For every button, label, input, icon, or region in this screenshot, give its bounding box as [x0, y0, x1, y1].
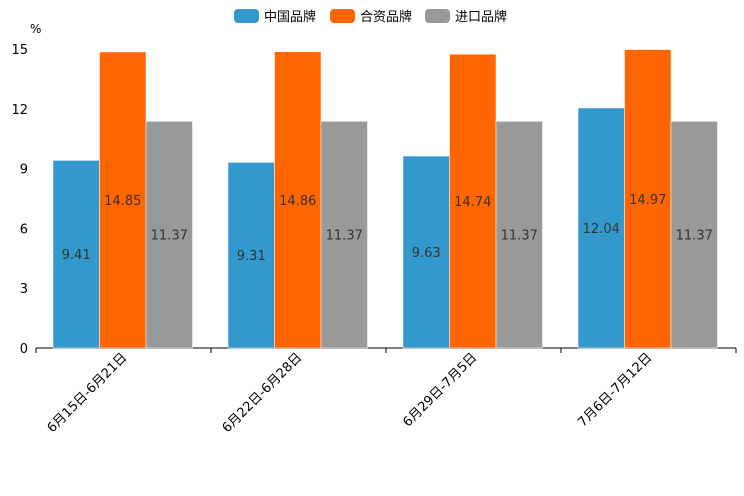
- legend-label-3: 进口品牌: [455, 9, 507, 25]
- data-label-1-4: 12.04: [583, 222, 620, 237]
- y-tick-label-3: 3: [20, 282, 28, 297]
- x-tick-label-1: 6月15日-6月21日: [45, 350, 131, 436]
- bar-1-4: [577, 107, 625, 349]
- data-label-3-2: 11.37: [326, 229, 363, 244]
- y-tick-label-12: 12: [11, 103, 28, 118]
- legend: 中国品牌 合资品牌 进口品牌: [234, 9, 507, 25]
- bar-2-1: [99, 51, 147, 349]
- legend-swatch-2: [330, 9, 355, 23]
- y-tick-label-6: 6: [20, 222, 28, 237]
- x-tick-label-2: 6月22日-6月28日: [220, 350, 306, 436]
- legend-swatch-3: [425, 9, 450, 23]
- legend-label-2: 合资品牌: [360, 9, 412, 25]
- x-tick-label-4: 7月6日-7月12日: [575, 350, 655, 430]
- bar-3-4: [670, 121, 718, 349]
- legend-swatch-1: [234, 9, 259, 23]
- data-label-2-3: 14.74: [454, 195, 491, 210]
- bars: [52, 49, 718, 349]
- bar-1-1: [52, 160, 100, 349]
- data-label-1-1: 9.41: [62, 248, 91, 263]
- bar-3-2: [320, 121, 368, 349]
- x-tick-labels: 6月15日-6月21日 6月22日-6月28日 6月29日-7月5日 7月6日-7月1…: [45, 350, 656, 436]
- data-label-3-4: 11.37: [676, 229, 713, 244]
- data-label-2-2: 14.86: [279, 194, 316, 209]
- x-tick-label-3: 6月29日-7月5日: [400, 350, 480, 430]
- bar-3-1: [145, 121, 193, 349]
- y-tick-label-15: 15: [11, 43, 28, 58]
- bar-3-3: [495, 121, 543, 349]
- y-unit-label: %: [30, 22, 41, 36]
- data-label-3-1: 11.37: [151, 229, 188, 244]
- y-tick-label-0: 0: [20, 342, 28, 357]
- data-label-2-1: 14.85: [104, 194, 141, 209]
- y-tick-label-9: 9: [20, 163, 28, 178]
- data-label-1-3: 9.63: [412, 246, 441, 261]
- bar-2-4: [624, 49, 672, 349]
- legend-label-1: 中国品牌: [264, 9, 316, 25]
- data-labels: 9.41 14.85 11.37 9.31 14.86 11.37 9.63 14.74 11.…: [62, 193, 713, 264]
- bar-1-3: [402, 155, 450, 349]
- data-label-3-3: 11.37: [501, 229, 538, 244]
- bar-1-2: [227, 162, 275, 349]
- bar-2-3: [449, 53, 497, 349]
- data-label-1-2: 9.31: [237, 249, 266, 264]
- bar-2-2: [274, 51, 322, 349]
- data-label-2-4: 14.97: [629, 193, 666, 208]
